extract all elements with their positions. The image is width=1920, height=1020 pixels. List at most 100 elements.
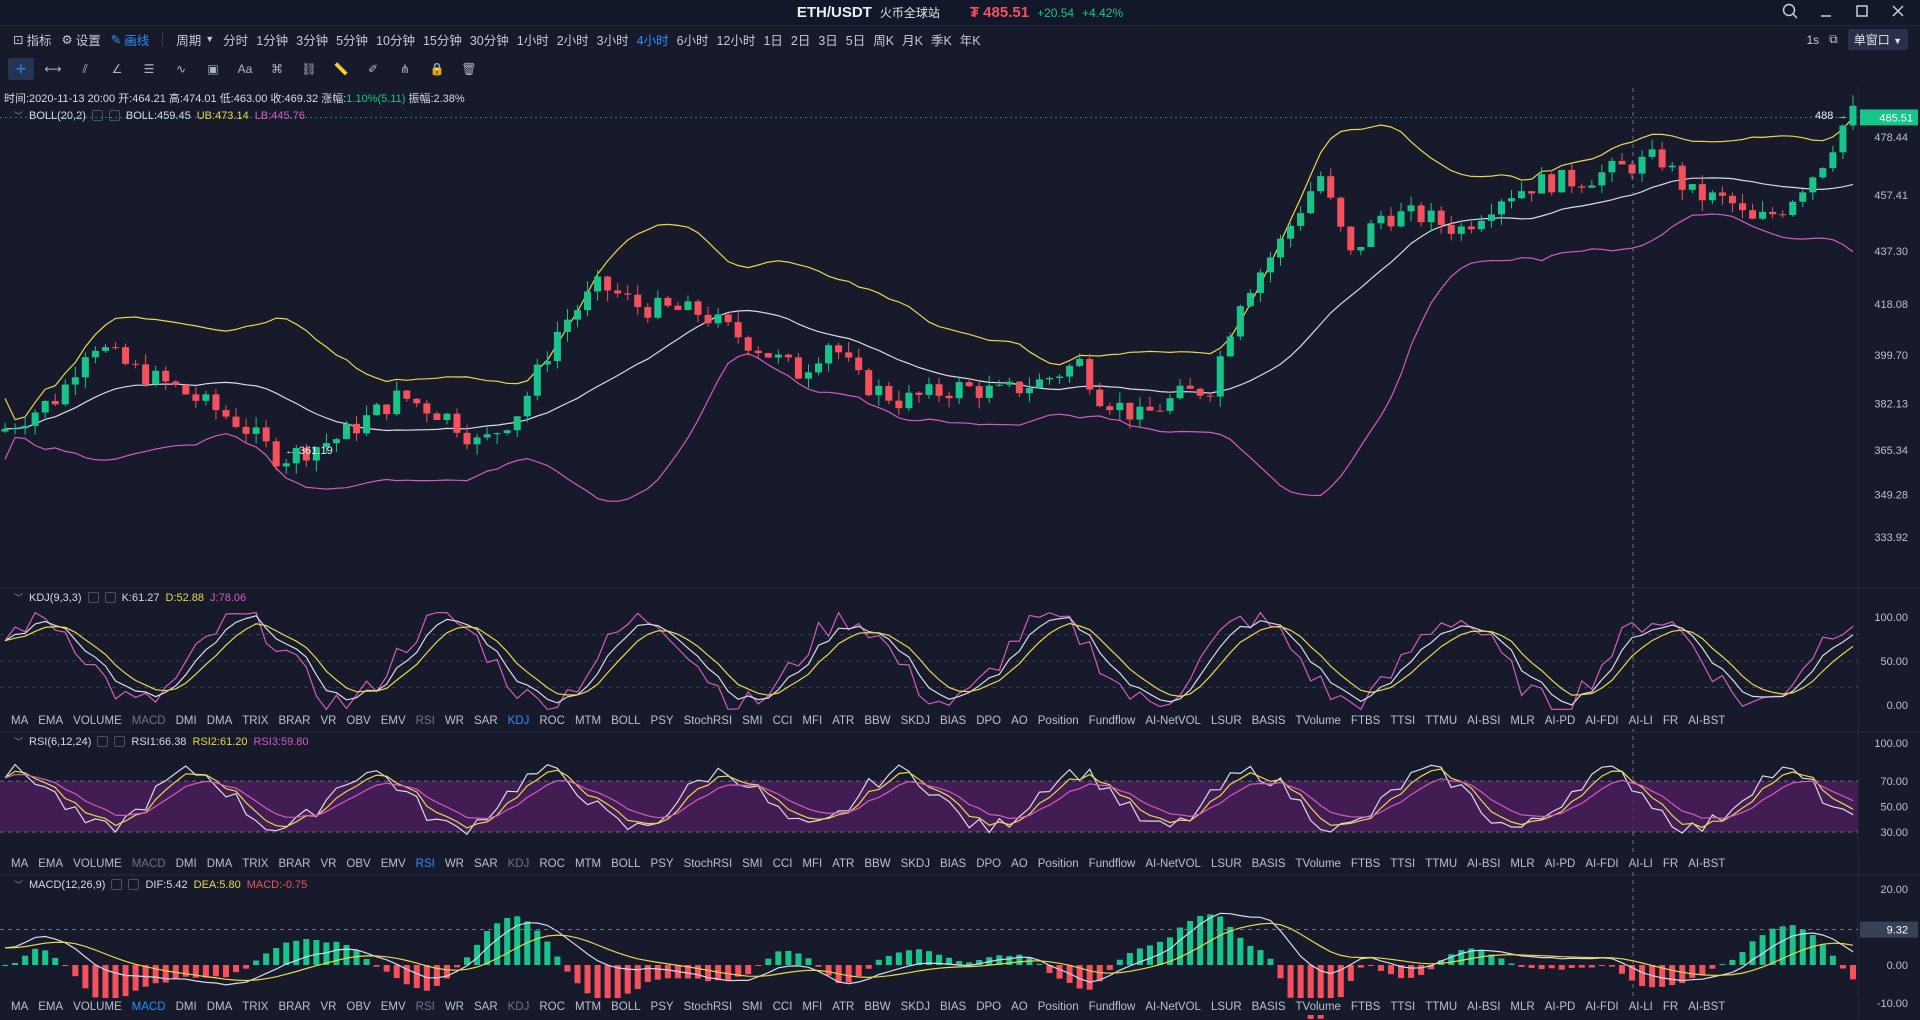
indicator-tab-ao[interactable]: AO bbox=[1011, 857, 1028, 870]
indicator-tab-boll[interactable]: BOLL bbox=[611, 1000, 641, 1013]
indicator-tab-roc[interactable]: ROC bbox=[539, 714, 565, 727]
indicator-tab-ai-netvol[interactable]: AI-NetVOL bbox=[1145, 1000, 1201, 1013]
indicator-tab-obv[interactable]: OBV bbox=[346, 714, 371, 727]
indicator-tab-brar[interactable]: BRAR bbox=[278, 857, 311, 870]
indicator-tab-ttsi[interactable]: TTSI bbox=[1390, 1000, 1416, 1013]
maximize-icon[interactable] bbox=[1854, 3, 1870, 19]
indicator-tab-kdj[interactable]: KDJ bbox=[507, 1000, 530, 1013]
close-icon[interactable] bbox=[104, 592, 116, 603]
indicator-tab-vr[interactable]: VR bbox=[320, 714, 337, 727]
indicator-tab-roc[interactable]: ROC bbox=[539, 857, 565, 870]
indicator-tab-emv[interactable]: EMV bbox=[380, 857, 406, 870]
indicator-tab-ao[interactable]: AO bbox=[1011, 1000, 1028, 1013]
indicator-tab-dpo[interactable]: DPO bbox=[976, 714, 1002, 727]
indicator-tab-dmi[interactable]: DMI bbox=[175, 714, 197, 727]
indicator-tab-position[interactable]: Position bbox=[1037, 857, 1079, 870]
interval-19[interactable]: 季K bbox=[930, 33, 952, 48]
indicator-tab-dmi[interactable]: DMI bbox=[175, 1000, 197, 1013]
indicator-tab-mtm[interactable]: MTM bbox=[574, 857, 602, 870]
indicator-tab-fr[interactable]: FR bbox=[1662, 1000, 1679, 1013]
indicator-tab-rsi[interactable]: RSI bbox=[415, 1000, 435, 1013]
indicator-tab-obv[interactable]: OBV bbox=[346, 1000, 371, 1013]
indicator-tab-volume[interactable]: VOLUME bbox=[73, 1000, 122, 1013]
indicator-tab-skdj[interactable]: SKDJ bbox=[900, 1000, 930, 1013]
indicator-tab-bbw[interactable]: BBW bbox=[864, 714, 891, 727]
indicator-tab-ma[interactable]: MA bbox=[11, 1000, 29, 1013]
indicator-tab-smi[interactable]: SMI bbox=[742, 1000, 763, 1013]
indicator-tab-mfi[interactable]: MFI bbox=[802, 1000, 823, 1013]
indicator-tab-ema[interactable]: EMA bbox=[38, 1000, 64, 1013]
parallel-channel-tool-icon[interactable]: ⫽ bbox=[82, 61, 88, 76]
indicator-tab-ttsi[interactable]: TTSI bbox=[1390, 714, 1416, 727]
indicator-tab-rsi[interactable]: RSI bbox=[415, 857, 435, 870]
indicator-tab-atr[interactable]: ATR bbox=[832, 714, 855, 727]
indicator-tab-ttmu[interactable]: TTMU bbox=[1425, 714, 1458, 727]
indicator-tab-wr[interactable]: WR bbox=[444, 857, 464, 870]
interval-20[interactable]: 年K bbox=[959, 33, 981, 48]
interval-11[interactable]: 6小时 bbox=[676, 33, 709, 48]
indicator-tab-smi[interactable]: SMI bbox=[742, 857, 763, 870]
interval-9[interactable]: 3小时 bbox=[596, 33, 629, 48]
indicator-tab-dmi[interactable]: DMI bbox=[175, 857, 197, 870]
interval-8[interactable]: 2小时 bbox=[556, 33, 589, 48]
indicator-tab-dma[interactable]: DMA bbox=[206, 857, 233, 870]
crosshair-tool-icon[interactable]: ✛ bbox=[8, 58, 34, 80]
indicator-tab-stochrsi[interactable]: StochRSI bbox=[683, 857, 733, 870]
indicator-tab-psy[interactable]: PSY bbox=[650, 1000, 674, 1013]
indicator-tab-ai-li[interactable]: AI-LI bbox=[1628, 857, 1653, 870]
indicator-tab-ftbs[interactable]: FTBS bbox=[1350, 857, 1381, 870]
indicator-tab-cci[interactable]: CCI bbox=[772, 714, 793, 727]
indicator-tab-stochrsi[interactable]: StochRSI bbox=[683, 714, 733, 727]
drawing-button[interactable]: ✎ 画线 bbox=[106, 30, 155, 49]
indicator-tab-trix[interactable]: TRIX bbox=[242, 857, 269, 870]
indicator-tab-ai-pd[interactable]: AI-PD bbox=[1544, 1000, 1576, 1013]
close-icon[interactable] bbox=[108, 110, 120, 121]
indicator-tab-obv[interactable]: OBV bbox=[346, 857, 371, 870]
indicator-tab-mfi[interactable]: MFI bbox=[802, 714, 823, 727]
fib-retracement-tool-icon[interactable]: ☰ bbox=[143, 62, 155, 76]
collapse-icon[interactable]: ﹀ bbox=[14, 737, 24, 747]
indicator-tab-mlr[interactable]: MLR bbox=[1510, 857, 1535, 870]
refresh-rate[interactable]: 1s bbox=[1806, 32, 1820, 47]
indicator-tab-stochrsi[interactable]: StochRSI bbox=[683, 1000, 733, 1013]
indicator-tab-smi[interactable]: SMI bbox=[742, 714, 763, 727]
indicator-tab-emv[interactable]: EMV bbox=[380, 714, 406, 727]
interval-2[interactable]: 3分钟 bbox=[296, 33, 329, 48]
search-icon[interactable] bbox=[1782, 3, 1798, 19]
interval-18[interactable]: 月K bbox=[902, 33, 923, 48]
settings-button[interactable]: ⚙ 设置 bbox=[57, 30, 106, 49]
indicator-tab-lsur[interactable]: LSUR bbox=[1210, 857, 1242, 870]
indicator-tab-tvolume[interactable]: TVolume bbox=[1295, 857, 1341, 870]
settings-icon[interactable] bbox=[97, 736, 109, 747]
close-icon[interactable] bbox=[114, 736, 126, 747]
indicator-tab-volume[interactable]: VOLUME bbox=[73, 857, 122, 870]
indicator-tab-position[interactable]: Position bbox=[1037, 1000, 1079, 1013]
indicator-tab-boll[interactable]: BOLL bbox=[611, 714, 641, 727]
indicator-tab-sar[interactable]: SAR bbox=[473, 1000, 498, 1013]
indicator-tab-boll[interactable]: BOLL bbox=[611, 857, 641, 870]
interval-15[interactable]: 3日 bbox=[818, 33, 838, 48]
link-icon[interactable]: ⛓ bbox=[301, 62, 317, 76]
indicator-tab-ttmu[interactable]: TTMU bbox=[1425, 1000, 1458, 1013]
indicator-tab-ai-bsi[interactable]: AI-BSI bbox=[1467, 1000, 1501, 1013]
close-icon[interactable] bbox=[1890, 3, 1906, 19]
indicator-tab-mlr[interactable]: MLR bbox=[1510, 1000, 1535, 1013]
indicator-tab-macd[interactable]: MACD bbox=[131, 857, 166, 870]
interval-16[interactable]: 5日 bbox=[845, 33, 866, 48]
indicator-tab-mtm[interactable]: MTM bbox=[574, 1000, 602, 1013]
collapse-icon[interactable]: ﹀ bbox=[14, 593, 24, 603]
interval-6[interactable]: 30分钟 bbox=[469, 33, 509, 48]
indicator-tab-ai-bst[interactable]: AI-BST bbox=[1688, 857, 1726, 870]
brush-icon[interactable]: ✐ bbox=[367, 62, 379, 76]
indicator-tab-atr[interactable]: ATR bbox=[832, 857, 855, 870]
indicator-tab-atr[interactable]: ATR bbox=[832, 1000, 855, 1013]
indicator-tab-ai-li[interactable]: AI-LI bbox=[1628, 714, 1653, 727]
indicator-tab-ma[interactable]: MA bbox=[11, 714, 29, 727]
popout-icon[interactable]: ⧉ bbox=[1829, 32, 1838, 46]
indicator-tab-lsur[interactable]: LSUR bbox=[1210, 1000, 1242, 1013]
indicator-tab-fundflow[interactable]: Fundflow bbox=[1088, 857, 1136, 870]
indicator-tab-tvolume[interactable]: TVolume bbox=[1295, 714, 1341, 727]
indicator-tab-basis[interactable]: BASIS bbox=[1251, 1000, 1286, 1013]
indicator-tab-lsur[interactable]: LSUR bbox=[1210, 714, 1242, 727]
indicator-tab-tvolume[interactable]: TVolume bbox=[1295, 1000, 1341, 1013]
